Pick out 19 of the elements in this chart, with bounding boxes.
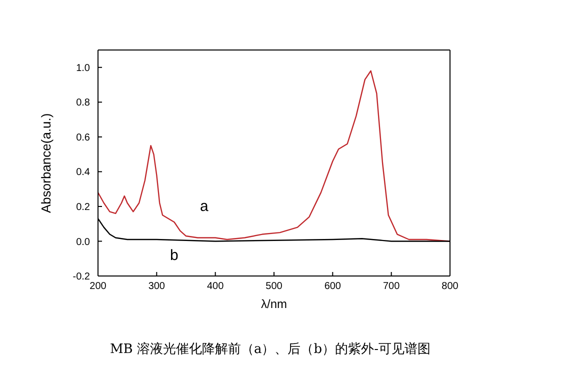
y-tick-label: 1.0 bbox=[76, 62, 90, 74]
y-tick-label: -0.2 bbox=[72, 272, 90, 283]
text: MB 溶液光催化降解前（a）、后（b）的紫外-可见谱图 bbox=[110, 341, 432, 358]
x-tick-label: 200 bbox=[90, 281, 107, 292]
x-tick-label: 800 bbox=[442, 281, 459, 292]
x-axis-title: λ/nm bbox=[260, 297, 288, 311]
y-tick-label: 0.4 bbox=[76, 167, 90, 178]
y-tick-label: 0.8 bbox=[76, 98, 90, 109]
x-tick-label: 500 bbox=[266, 281, 283, 292]
y-tick-label: 0.0 bbox=[76, 236, 90, 248]
x-tick-label: 600 bbox=[324, 281, 342, 292]
x-tick-label: 300 bbox=[148, 281, 166, 292]
y-tick-label: 0.6 bbox=[76, 132, 90, 144]
y-axis-title: Absorbance(a.u.) bbox=[38, 113, 54, 213]
annotation: a bbox=[200, 198, 208, 215]
annotation: b bbox=[170, 247, 178, 264]
x-tick-label: 700 bbox=[382, 281, 400, 292]
y-tick-label: 0.2 bbox=[76, 202, 90, 214]
x-tick-label: 400 bbox=[206, 281, 224, 292]
